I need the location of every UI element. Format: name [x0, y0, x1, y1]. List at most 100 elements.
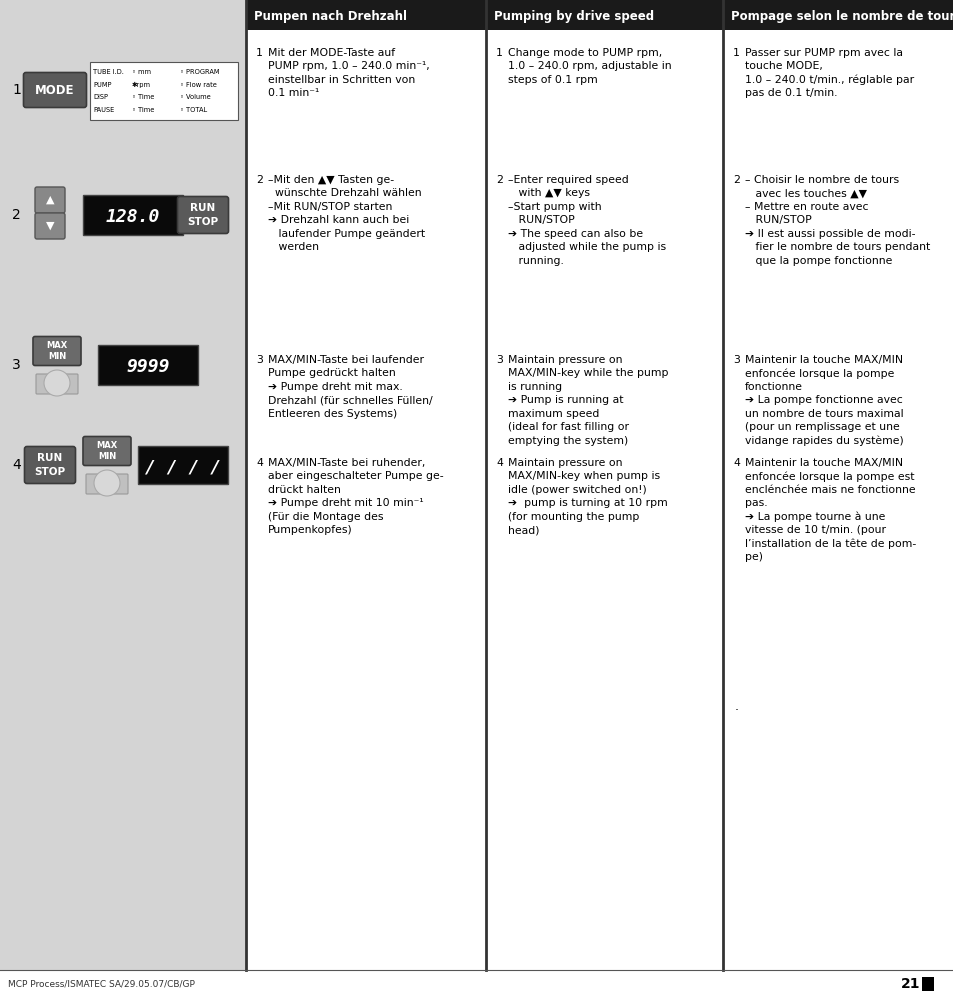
- Text: que la pompe fonctionne: que la pompe fonctionne: [744, 255, 891, 265]
- Text: aber eingeschalteter Pumpe ge-: aber eingeschalteter Pumpe ge-: [268, 471, 443, 481]
- Text: 1.0 – 240.0 t/min., réglable par: 1.0 – 240.0 t/min., réglable par: [744, 75, 913, 86]
- Text: –Mit den ▲▼ Tasten ge-: –Mit den ▲▼ Tasten ge-: [268, 175, 394, 185]
- Text: –Start pump with: –Start pump with: [507, 202, 601, 212]
- Text: pas de 0.1 t/min.: pas de 0.1 t/min.: [744, 89, 837, 99]
- Text: RUN: RUN: [191, 203, 215, 213]
- FancyBboxPatch shape: [33, 336, 81, 365]
- Text: Pumpen nach Drehzahl: Pumpen nach Drehzahl: [253, 10, 407, 23]
- Text: Drehzahl (für schnelles Füllen/: Drehzahl (für schnelles Füllen/: [268, 395, 432, 405]
- Text: ➔ Pumpe dreht mit max.: ➔ Pumpe dreht mit max.: [268, 382, 402, 392]
- Bar: [138, 446, 228, 484]
- FancyBboxPatch shape: [24, 73, 87, 108]
- Text: MAX/MIN-key when pump is: MAX/MIN-key when pump is: [507, 471, 659, 481]
- Circle shape: [94, 470, 120, 496]
- Text: PAUSE: PAUSE: [92, 107, 114, 113]
- Text: idle (power switched on!): idle (power switched on!): [507, 485, 646, 495]
- Text: – Mettre en route avec: – Mettre en route avec: [744, 202, 867, 212]
- Text: maximum speed: maximum speed: [507, 409, 598, 419]
- Text: steps of 0.1 rpm: steps of 0.1 rpm: [507, 75, 598, 85]
- Text: vidange rapides du système): vidange rapides du système): [744, 436, 902, 446]
- FancyBboxPatch shape: [83, 436, 131, 465]
- Text: .: .: [734, 700, 739, 713]
- Text: 9999: 9999: [126, 358, 170, 376]
- Text: with ▲▼ keys: with ▲▼ keys: [507, 189, 589, 199]
- Text: Maintain pressure on: Maintain pressure on: [507, 355, 622, 365]
- Text: touche MODE,: touche MODE,: [744, 62, 822, 72]
- Text: PUMP: PUMP: [92, 82, 112, 88]
- Text: 3: 3: [255, 355, 263, 365]
- Text: 2: 2: [255, 175, 263, 185]
- Text: (Für die Montage des: (Für die Montage des: [268, 512, 383, 522]
- Text: MAX/MIN-key while the pump: MAX/MIN-key while the pump: [507, 368, 668, 378]
- Circle shape: [44, 370, 70, 396]
- Text: ◦ PROGRAM: ◦ PROGRAM: [180, 69, 219, 75]
- Text: Pumping by drive speed: Pumping by drive speed: [494, 10, 654, 23]
- Text: enfoncée lorsque la pompe: enfoncée lorsque la pompe: [744, 368, 893, 379]
- Text: Pumpe gedrückt halten: Pumpe gedrückt halten: [268, 368, 395, 378]
- Text: un nombre de tours maximal: un nombre de tours maximal: [744, 409, 902, 419]
- Text: is running: is running: [507, 382, 561, 392]
- Bar: [485, 0, 722, 30]
- Text: head): head): [507, 525, 539, 536]
- FancyBboxPatch shape: [36, 374, 78, 394]
- FancyBboxPatch shape: [25, 446, 75, 483]
- Text: (for mounting the pump: (for mounting the pump: [507, 512, 639, 522]
- Text: 1: 1: [255, 48, 263, 58]
- Text: (ideal for fast filling or: (ideal for fast filling or: [507, 422, 628, 432]
- Text: ▼: ▼: [46, 221, 54, 231]
- Text: einstellbar in Schritten von: einstellbar in Schritten von: [268, 75, 415, 85]
- Text: MCP Process/ISMATEC SA/29.05.07/CB/GP: MCP Process/ISMATEC SA/29.05.07/CB/GP: [8, 979, 194, 988]
- Text: 1: 1: [12, 83, 21, 97]
- Text: avec les touches ▲▼: avec les touches ▲▼: [744, 189, 866, 199]
- Text: / / / /: / / / /: [145, 458, 221, 476]
- Text: Passer sur PUMP rpm avec la: Passer sur PUMP rpm avec la: [744, 48, 902, 58]
- Text: 3: 3: [12, 358, 21, 372]
- Text: ◦ TOTAL: ◦ TOTAL: [180, 107, 207, 113]
- FancyBboxPatch shape: [35, 187, 65, 213]
- Text: Maintenir la touche MAX/MIN: Maintenir la touche MAX/MIN: [744, 355, 902, 365]
- Text: –Mit RUN/STOP starten: –Mit RUN/STOP starten: [268, 202, 392, 212]
- Text: ➔ La pompe fonctionne avec: ➔ La pompe fonctionne avec: [744, 395, 902, 405]
- Text: 0.1 min⁻¹: 0.1 min⁻¹: [268, 89, 319, 99]
- Text: Change mode to PUMP rpm,: Change mode to PUMP rpm,: [507, 48, 661, 58]
- Text: MAX/MIN-Taste bei laufender: MAX/MIN-Taste bei laufender: [268, 355, 423, 365]
- Text: enclénchée mais ne fonctionne: enclénchée mais ne fonctionne: [744, 485, 915, 495]
- Text: ▲: ▲: [46, 195, 54, 205]
- Text: ➔ Pump is running at: ➔ Pump is running at: [507, 395, 623, 405]
- Text: MIN: MIN: [98, 452, 116, 461]
- Text: MIN: MIN: [48, 352, 66, 361]
- Text: running.: running.: [507, 255, 563, 265]
- Text: 1.0 – 240.0 rpm, adjustable in: 1.0 – 240.0 rpm, adjustable in: [507, 62, 671, 72]
- Text: STOP: STOP: [187, 217, 218, 227]
- Text: DISP: DISP: [92, 94, 108, 100]
- Text: vitesse de 10 t/min. (pour: vitesse de 10 t/min. (pour: [744, 525, 885, 536]
- Text: ✱rpm: ✱rpm: [132, 82, 151, 88]
- Text: ◦ Volume: ◦ Volume: [180, 94, 211, 100]
- Text: MAX/MIN-Taste bei ruhender,: MAX/MIN-Taste bei ruhender,: [268, 458, 425, 468]
- Text: 4: 4: [255, 458, 263, 468]
- Text: werden: werden: [268, 243, 318, 252]
- Text: ◦ Time: ◦ Time: [132, 107, 154, 113]
- Text: 4: 4: [12, 458, 21, 472]
- Text: 21: 21: [900, 977, 919, 991]
- Text: RUN/STOP: RUN/STOP: [744, 216, 811, 226]
- Text: – Choisir le nombre de tours: – Choisir le nombre de tours: [744, 175, 898, 185]
- Text: TUBE I.D.: TUBE I.D.: [92, 69, 124, 75]
- Bar: [83, 195, 183, 235]
- Text: Entleeren des Systems): Entleeren des Systems): [268, 409, 396, 419]
- Text: fier le nombre de tours pendant: fier le nombre de tours pendant: [744, 243, 929, 252]
- Text: 3: 3: [732, 355, 740, 365]
- Text: 1: 1: [496, 48, 502, 58]
- Text: RUN/STOP: RUN/STOP: [507, 216, 574, 226]
- Text: Maintain pressure on: Maintain pressure on: [507, 458, 622, 468]
- Text: Pompage selon le nombre de tours: Pompage selon le nombre de tours: [730, 10, 953, 23]
- Text: MAX: MAX: [96, 441, 117, 450]
- Bar: [98, 345, 198, 385]
- Text: ◦ mm: ◦ mm: [132, 69, 151, 75]
- Text: ➔ Pumpe dreht mit 10 min⁻¹: ➔ Pumpe dreht mit 10 min⁻¹: [268, 498, 423, 508]
- Bar: [90, 62, 237, 120]
- Text: fonctionne: fonctionne: [744, 382, 802, 392]
- Text: Mit der MODE-Taste auf: Mit der MODE-Taste auf: [268, 48, 395, 58]
- Text: Pumpenkopfes): Pumpenkopfes): [268, 525, 353, 536]
- Text: 4: 4: [732, 458, 740, 468]
